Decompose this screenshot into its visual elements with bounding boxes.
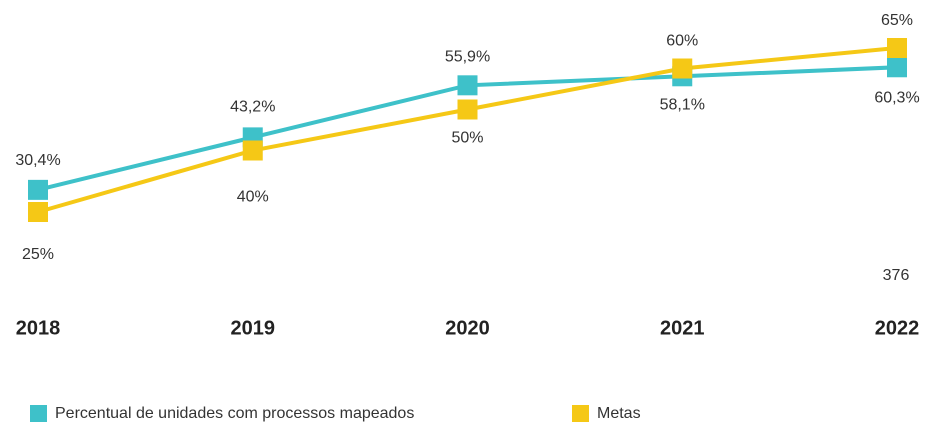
data-label: 50%	[451, 130, 483, 147]
data-label: 65%	[881, 12, 913, 29]
x-tick-label: 2020	[445, 317, 490, 339]
x-tick-label: 2021	[660, 317, 705, 339]
point-marker	[28, 202, 48, 222]
point-marker	[887, 57, 907, 78]
point-marker	[28, 179, 48, 200]
legend-swatch	[572, 405, 589, 422]
point-marker	[672, 58, 693, 79]
data-label: 43,2%	[230, 99, 275, 116]
annotation: 376	[883, 267, 910, 284]
point-marker	[887, 38, 907, 58]
x-tick-label: 2018	[16, 317, 61, 339]
data-label: 60%	[666, 33, 698, 50]
data-label: 60,3%	[874, 89, 919, 106]
data-label: 30,4%	[15, 152, 60, 169]
legend-swatch	[30, 405, 47, 422]
x-tick-label: 2019	[231, 317, 276, 339]
point-marker	[457, 75, 478, 96]
x-tick-label: 2022	[875, 317, 920, 339]
legend-label: Metas	[597, 405, 641, 422]
point-marker	[242, 140, 263, 161]
point-marker	[457, 99, 478, 120]
data-label: 25%	[22, 246, 54, 263]
legend-label: Percentual de unidades com processos map…	[55, 405, 414, 422]
data-label: 55,9%	[445, 49, 490, 66]
data-label: 40%	[237, 189, 269, 206]
data-label: 58,1%	[660, 97, 705, 114]
